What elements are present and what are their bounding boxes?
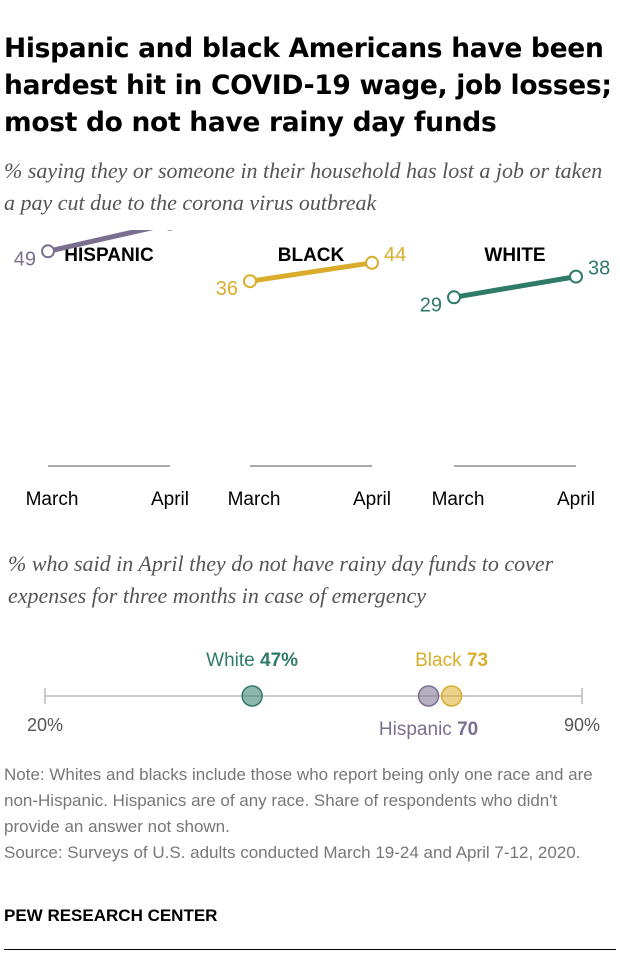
dot-label-black-name: Black bbox=[415, 650, 467, 671]
dot-white bbox=[241, 685, 263, 707]
brand-logo-text: PEW RESEARCH CENTER bbox=[4, 906, 218, 925]
dot-label-white-value: 47% bbox=[260, 650, 298, 671]
x-label-white-march: March bbox=[432, 489, 485, 510]
value-label-black-march: 36 bbox=[216, 278, 238, 300]
dot-black bbox=[440, 685, 463, 707]
dot-label-black: Black 73 bbox=[415, 650, 488, 671]
panel-title-black: BLACK bbox=[278, 245, 345, 266]
dot-label-white-name: White bbox=[206, 650, 260, 671]
notes-block: Note: Whites and blacks include those wh… bbox=[4, 762, 616, 866]
x-label-black-march: March bbox=[228, 489, 281, 510]
slope-line-white bbox=[453, 274, 577, 300]
panel-title-white: WHITE bbox=[484, 245, 545, 266]
slope-chart: HISPANIC4961MarchAprilBLACK3644MarchApri… bbox=[14, 230, 610, 510]
x-label-hispanic-april: April bbox=[151, 489, 189, 510]
point-white-march bbox=[447, 290, 461, 305]
bottom-rule bbox=[4, 949, 616, 950]
value-label-hispanic-march: 49 bbox=[14, 248, 36, 270]
chart-title: Hispanic and black Americans have been h… bbox=[4, 33, 612, 138]
source-text: Source: Surveys of U.S. adults conducted… bbox=[4, 843, 581, 862]
value-label-black-april: 44 bbox=[384, 244, 406, 266]
value-label-white-march: 29 bbox=[420, 294, 442, 316]
dot-label-hispanic-name: Hispanic bbox=[379, 719, 457, 740]
point-white-april bbox=[569, 269, 583, 284]
dot-chart-subtitle: % who said in April they do not have rai… bbox=[8, 551, 554, 608]
point-black-april bbox=[365, 255, 379, 270]
dot-chart: 20% 90% Hispanic 70 Black 73 White 47% bbox=[27, 650, 600, 740]
note-text: Note: Whites and blacks include those wh… bbox=[4, 765, 593, 836]
value-label-white-april: 38 bbox=[588, 258, 610, 280]
slope-line-hispanic bbox=[47, 230, 154, 254]
slope-line-black bbox=[249, 260, 373, 284]
point-black-march bbox=[243, 274, 257, 289]
dot-label-black-value: 73 bbox=[467, 650, 488, 671]
x-label-hispanic-march: March bbox=[26, 489, 79, 510]
slope-chart-subtitle: % saying they or someone in their househ… bbox=[4, 158, 603, 215]
panel-title-hispanic: HISPANIC bbox=[64, 245, 154, 266]
dot-hispanic bbox=[417, 685, 440, 707]
dot-label-white: White 47% bbox=[206, 650, 298, 671]
dot-label-hispanic-value: 70 bbox=[457, 719, 478, 740]
dot-axis-label-max: 90% bbox=[564, 715, 600, 735]
point-hispanic-march bbox=[41, 244, 55, 259]
x-label-white-april: April bbox=[557, 489, 595, 510]
dot-axis-label-min: 20% bbox=[27, 715, 63, 735]
x-label-black-april: April bbox=[353, 489, 391, 510]
dot-label-hispanic: Hispanic 70 bbox=[379, 719, 478, 740]
